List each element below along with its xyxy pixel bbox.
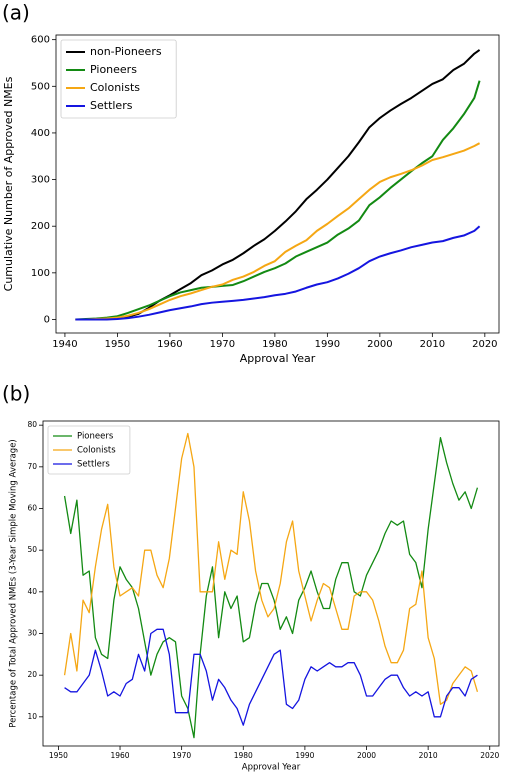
x-tick-label: 1990 xyxy=(315,339,340,350)
x-tick-label: 1980 xyxy=(262,339,287,350)
y-tick-label: 80 xyxy=(27,420,37,429)
y-tick-label: 500 xyxy=(31,81,50,92)
x-tick-label: 1950 xyxy=(105,339,130,350)
y-tick-label: 40 xyxy=(27,587,37,596)
y-tick-label: 600 xyxy=(31,35,50,46)
x-axis-label: Approval Year xyxy=(240,352,316,365)
legend-label: Colonists xyxy=(77,446,116,456)
y-axis-label: Cumulative Number of Approved NMEs xyxy=(2,76,15,291)
y-axis-label: Percentage of Total Approved NMEs (3-Yea… xyxy=(9,439,19,727)
series-line xyxy=(75,142,481,321)
legend-label: Colonists xyxy=(90,81,140,94)
y-tick-label: 200 xyxy=(31,221,50,232)
y-tick-label: 20 xyxy=(27,670,37,679)
legend-label: Settlers xyxy=(77,460,110,470)
series-line xyxy=(63,437,479,739)
y-tick-label: 10 xyxy=(27,712,37,721)
y-tick-label: 100 xyxy=(31,268,50,279)
x-tick-label: 1960 xyxy=(157,339,182,350)
panel-label: (a) xyxy=(2,1,30,25)
legend-box xyxy=(47,425,131,475)
x-tick-label: 1960 xyxy=(110,751,129,760)
x-tick-label: 2020 xyxy=(472,339,497,350)
x-tick-label: 1940 xyxy=(52,339,77,350)
plot-frame xyxy=(42,420,500,747)
y-tick-label: 0 xyxy=(44,314,50,325)
y-tick-label: 50 xyxy=(27,545,37,554)
y-tick-label: 30 xyxy=(27,629,37,638)
y-tick-label: 400 xyxy=(31,128,50,139)
series-line xyxy=(75,225,481,321)
x-tick-label: 2010 xyxy=(420,339,445,350)
legend-label: non-Pioneers xyxy=(90,45,162,58)
x-tick-label: 1980 xyxy=(234,751,253,760)
x-tick-label: 1970 xyxy=(172,751,191,760)
series-line xyxy=(63,432,479,705)
y-tick-label: 70 xyxy=(27,462,37,471)
legend-label: Pioneers xyxy=(90,63,137,76)
x-tick-label: 1950 xyxy=(49,751,68,760)
series-line xyxy=(64,628,478,726)
legend-label: Pioneers xyxy=(77,432,114,442)
y-tick-label: 60 xyxy=(27,504,37,513)
x-tick-label: 2010 xyxy=(419,751,438,760)
legend-label: Settlers xyxy=(90,99,133,112)
x-tick-label: 1970 xyxy=(210,339,235,350)
legend-box xyxy=(60,39,177,119)
x-tick-label: 2000 xyxy=(357,751,376,760)
panel-label: (b) xyxy=(2,382,30,406)
x-axis-label: Approval Year xyxy=(242,762,301,772)
x-tick-label: 1990 xyxy=(295,751,314,760)
x-tick-label: 2020 xyxy=(480,751,499,760)
y-tick-label: 300 xyxy=(31,175,50,186)
plot-frame xyxy=(55,34,500,334)
x-tick-label: 2000 xyxy=(367,339,392,350)
